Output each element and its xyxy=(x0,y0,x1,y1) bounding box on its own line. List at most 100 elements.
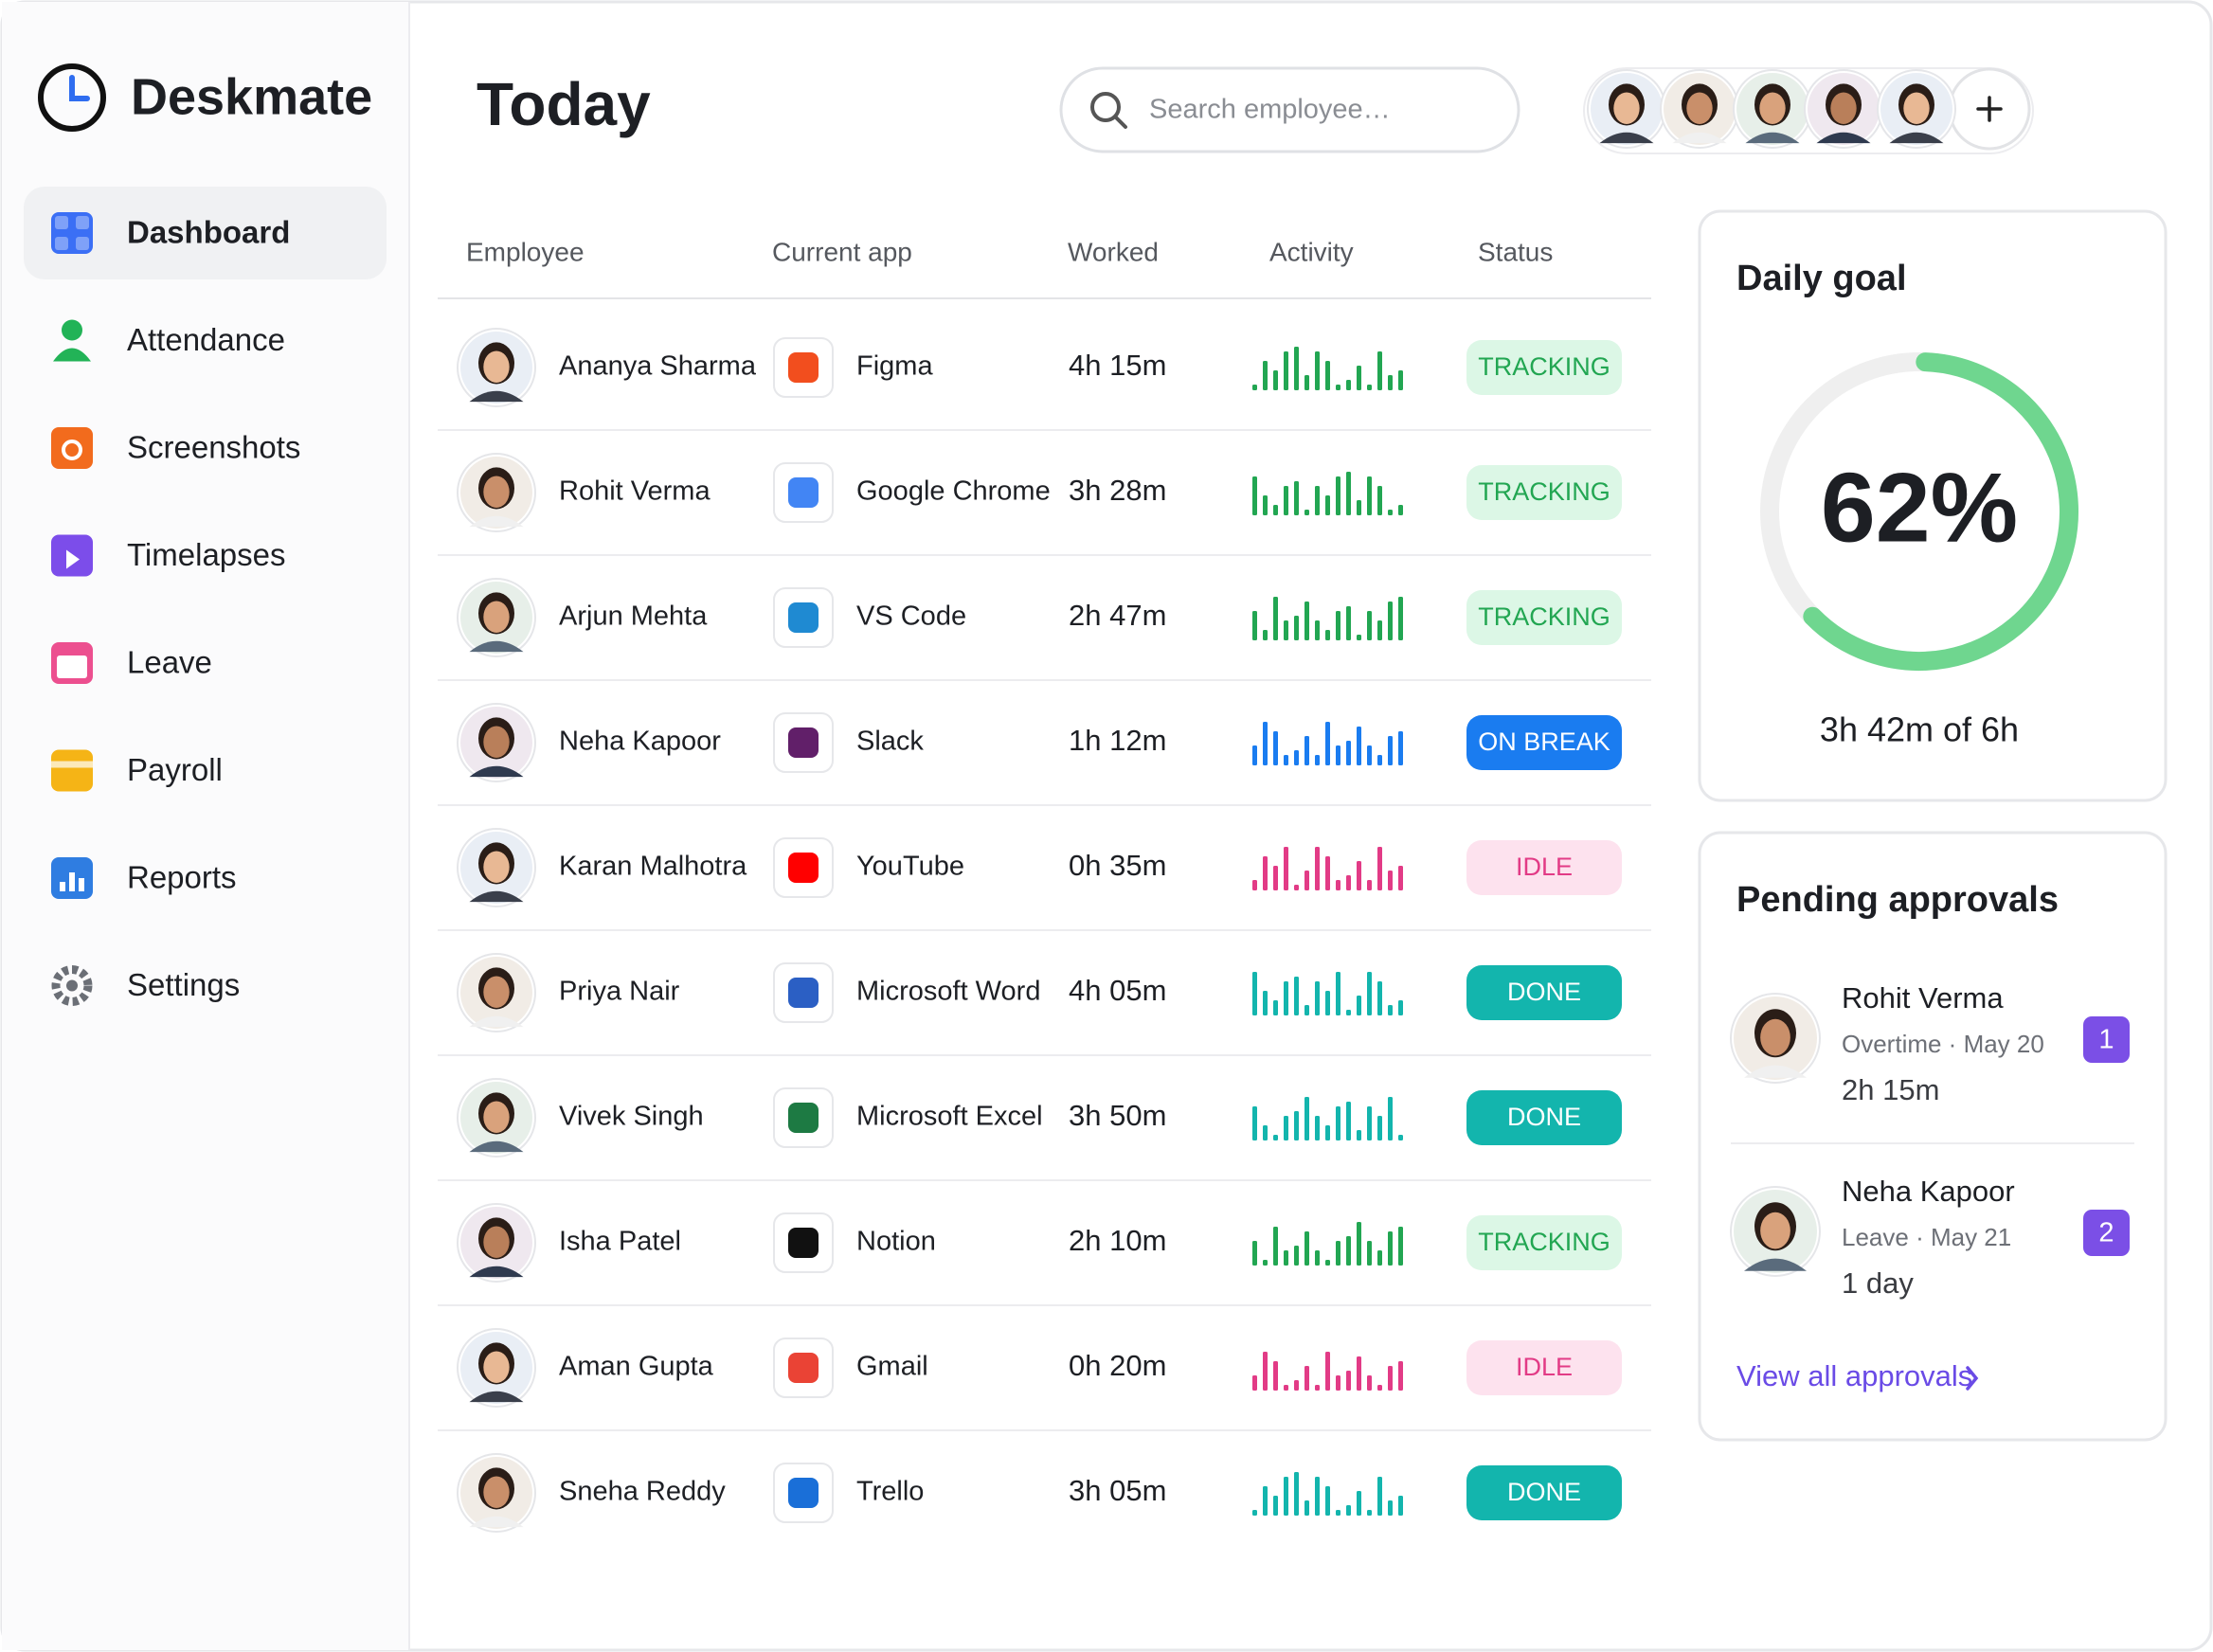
activity-bar xyxy=(1398,505,1403,515)
nav-icon-bar xyxy=(69,872,75,891)
approval-item[interactable]: Neha Kapoor Leave · May 21 1 day 2 xyxy=(1842,1175,2130,1300)
nav-item[interactable]: Leave xyxy=(51,642,212,684)
nav-item[interactable]: Screenshots xyxy=(51,427,300,469)
approval-item[interactable]: Rohit Verma Overtime · May 20 2h 15m 1 xyxy=(1842,981,2130,1106)
employee-row[interactable]: Rohit Verma Google Chrome 3h 28m TRACKING xyxy=(559,462,1622,523)
nav-item[interactable]: Settings xyxy=(51,965,240,1006)
activity-bar xyxy=(1398,1227,1403,1266)
activity-bar xyxy=(1263,1486,1268,1516)
employee-row[interactable]: Vivek Singh Microsoft Excel 3h 50m DONE xyxy=(559,1087,1622,1148)
activity-bar xyxy=(1273,1227,1278,1266)
nav-item[interactable]: Reports xyxy=(51,857,237,899)
activity-bar xyxy=(1294,977,1299,1015)
nav-item[interactable]: Dashboard xyxy=(24,187,387,279)
activity-bar xyxy=(1304,736,1309,765)
activity-bar xyxy=(1294,347,1299,390)
employee-row[interactable]: Aman Gupta Gmail 0h 20m IDLE xyxy=(559,1338,1622,1398)
activity-bar xyxy=(1315,1116,1320,1140)
nav-label[interactable]: Reports xyxy=(127,860,237,895)
nav-label[interactable]: Screenshots xyxy=(127,430,300,465)
activity-bar xyxy=(1346,1236,1351,1266)
activity-bar xyxy=(1325,1486,1330,1516)
nav-icon-tile xyxy=(76,216,89,229)
nav-item[interactable]: Attendance xyxy=(53,319,285,362)
status-label: TRACKING xyxy=(1478,1228,1610,1256)
activity-bar xyxy=(1357,1491,1361,1516)
status-badge xyxy=(1466,1090,1622,1145)
activity-bar xyxy=(1273,1496,1278,1516)
activity-bar xyxy=(1398,731,1403,765)
activity-bar xyxy=(1367,1375,1372,1391)
nav-label[interactable]: Attendance xyxy=(127,322,285,357)
column-header: Activity xyxy=(1269,237,1354,266)
activity-bar xyxy=(1346,472,1351,515)
employee-avatar xyxy=(457,578,536,657)
status-label: IDLE xyxy=(1516,853,1573,881)
activity-bar xyxy=(1367,611,1372,640)
worked-time: 4h 15m xyxy=(1069,349,1166,382)
activity-bar xyxy=(1273,505,1278,515)
view-all-link[interactable]: View all approvals xyxy=(1736,1359,1979,1392)
nav-label[interactable]: Settings xyxy=(127,967,240,1002)
add-member-button[interactable] xyxy=(1948,67,2031,151)
nav-icon-center xyxy=(66,979,78,992)
activity-bar xyxy=(1398,597,1403,640)
activity-bar xyxy=(1398,370,1403,390)
activity-bar xyxy=(1294,616,1299,640)
activity-bar xyxy=(1336,385,1340,390)
activity-bar xyxy=(1263,1352,1268,1391)
activity-bar xyxy=(1357,727,1361,765)
activity-bar xyxy=(1377,620,1382,640)
goal-progress-arc xyxy=(1803,352,2078,671)
activity-bar xyxy=(1304,510,1309,515)
nav-icon xyxy=(51,965,93,1006)
employee-row[interactable]: Priya Nair Microsoft Word 4h 05m DONE xyxy=(559,962,1622,1023)
employee-row[interactable]: Sneha Reddy Trello 3h 05m DONE xyxy=(559,1463,1622,1523)
nav-label[interactable]: Leave xyxy=(127,645,212,680)
avatar-shoulders xyxy=(469,390,524,403)
status-label: ON BREAK xyxy=(1478,727,1610,756)
activity-bar xyxy=(1357,1130,1361,1140)
activity-bar xyxy=(1263,495,1268,515)
activity-bar xyxy=(1325,991,1330,1015)
activity-bar xyxy=(1388,1231,1393,1266)
status-label: TRACKING xyxy=(1478,352,1610,381)
activity-bar xyxy=(1377,1116,1382,1140)
nav-icon-lens xyxy=(62,440,82,460)
activity-bar xyxy=(1284,1477,1288,1516)
avatar-shoulders xyxy=(1744,1065,1807,1078)
employee-row[interactable]: Karan Malhotra YouTube 0h 35m IDLE xyxy=(559,837,1622,898)
nav-item[interactable]: Payroll xyxy=(51,749,223,792)
activity-bar xyxy=(1367,1241,1372,1266)
app-name: Figma xyxy=(856,351,933,382)
employee-row[interactable]: Ananya Sharma Figma 4h 15m TRACKING xyxy=(559,337,1622,398)
employee-row[interactable]: Isha Patel Notion 2h 10m TRACKING xyxy=(559,1212,1622,1273)
app-name: Google Chrome xyxy=(856,476,1051,507)
nav-item[interactable]: Timelapses xyxy=(51,534,286,577)
activity-bar xyxy=(1315,1250,1320,1266)
avatar-face xyxy=(483,476,510,508)
activity-bar xyxy=(1263,1125,1268,1140)
nav-label[interactable]: Timelapses xyxy=(127,537,286,572)
status-label: TRACKING xyxy=(1478,477,1610,506)
app-icon xyxy=(788,1103,819,1133)
status-label: TRACKING xyxy=(1478,602,1610,631)
activity-bar xyxy=(1325,1352,1330,1391)
activity-bar xyxy=(1294,1111,1299,1140)
nav-label[interactable]: Payroll xyxy=(127,752,223,787)
activity-bar xyxy=(1325,361,1330,390)
worked-time: 1h 12m xyxy=(1069,724,1166,757)
status-badge xyxy=(1466,965,1622,1020)
activity-bar xyxy=(1294,481,1299,515)
employee-avatar xyxy=(457,1328,536,1408)
employee-row[interactable]: Neha Kapoor Slack 1h 12m ON BREAK xyxy=(559,712,1622,773)
view-all-approvals[interactable]: View all approvals xyxy=(1736,1359,1972,1392)
approval-count: 2 xyxy=(2098,1218,2114,1248)
nav-label[interactable]: Dashboard xyxy=(127,215,290,250)
avatar-shoulders xyxy=(1672,132,1727,144)
activity-bar xyxy=(1325,856,1330,890)
employee-row[interactable]: Arjun Mehta VS Code 2h 47m TRACKING xyxy=(559,587,1622,648)
search-box[interactable]: Search employee… xyxy=(1059,66,1520,153)
worked-time: 0h 20m xyxy=(1069,1349,1166,1382)
